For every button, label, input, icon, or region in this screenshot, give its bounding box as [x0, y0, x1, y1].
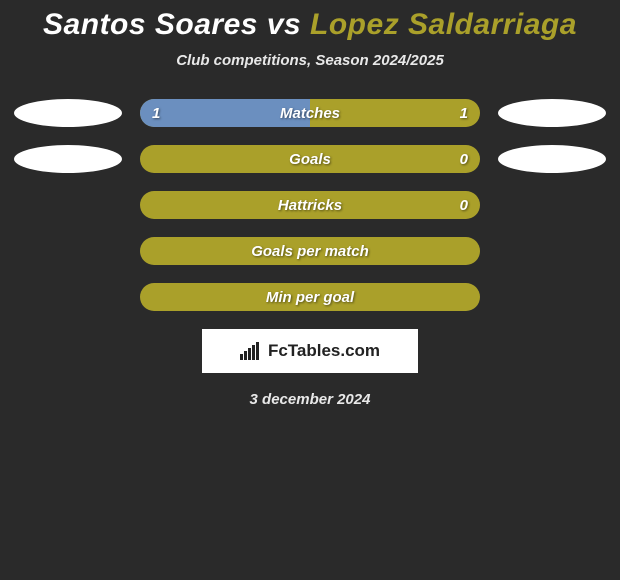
spacer [498, 283, 606, 311]
spacer [498, 237, 606, 265]
stat-label: Hattricks [278, 197, 342, 214]
stat-bar: Goals per match [140, 237, 480, 265]
stat-bar: Min per goal [140, 283, 480, 311]
stat-label: Matches [280, 105, 340, 122]
stat-value-right: 0 [460, 197, 468, 214]
date-text: 3 december 2024 [0, 391, 620, 408]
player1-name: Santos Soares [43, 8, 258, 41]
stat-label: Goals [289, 151, 331, 168]
stat-row: Goals per match [0, 237, 620, 265]
player1-badge [14, 99, 122, 127]
stat-label: Goals per match [251, 243, 369, 260]
stat-label: Min per goal [266, 289, 354, 306]
player2-name: Lopez Saldarriaga [310, 8, 577, 41]
subtitle: Club competitions, Season 2024/2025 [0, 52, 620, 69]
stat-row: Min per goal [0, 283, 620, 311]
vs-text: vs [267, 8, 301, 41]
stat-row: 1 Matches 1 [0, 99, 620, 127]
stat-row: Hattricks 0 [0, 191, 620, 219]
stat-bar: 1 Matches 1 [140, 99, 480, 127]
chart-container: Santos Soares vs Lopez Saldarriaga Club … [0, 0, 620, 408]
stat-value-right: 0 [460, 151, 468, 168]
player2-badge [498, 99, 606, 127]
page-title: Santos Soares vs Lopez Saldarriaga [0, 8, 620, 42]
player1-badge [14, 145, 122, 173]
stat-row: Goals 0 [0, 145, 620, 173]
spacer [498, 191, 606, 219]
stat-value-left: 1 [152, 105, 160, 122]
stat-bar: Goals 0 [140, 145, 480, 173]
attribution-box: FcTables.com [202, 329, 418, 373]
spacer [14, 283, 122, 311]
attribution-text: FcTables.com [268, 341, 380, 361]
bars-section: 1 Matches 1 Goals 0 Hattricks 0 Goals per match… [0, 99, 620, 311]
chart-bars-icon [240, 342, 262, 360]
player2-badge [498, 145, 606, 173]
spacer [14, 237, 122, 265]
stat-value-right: 1 [460, 105, 468, 122]
spacer [14, 191, 122, 219]
stat-bar: Hattricks 0 [140, 191, 480, 219]
